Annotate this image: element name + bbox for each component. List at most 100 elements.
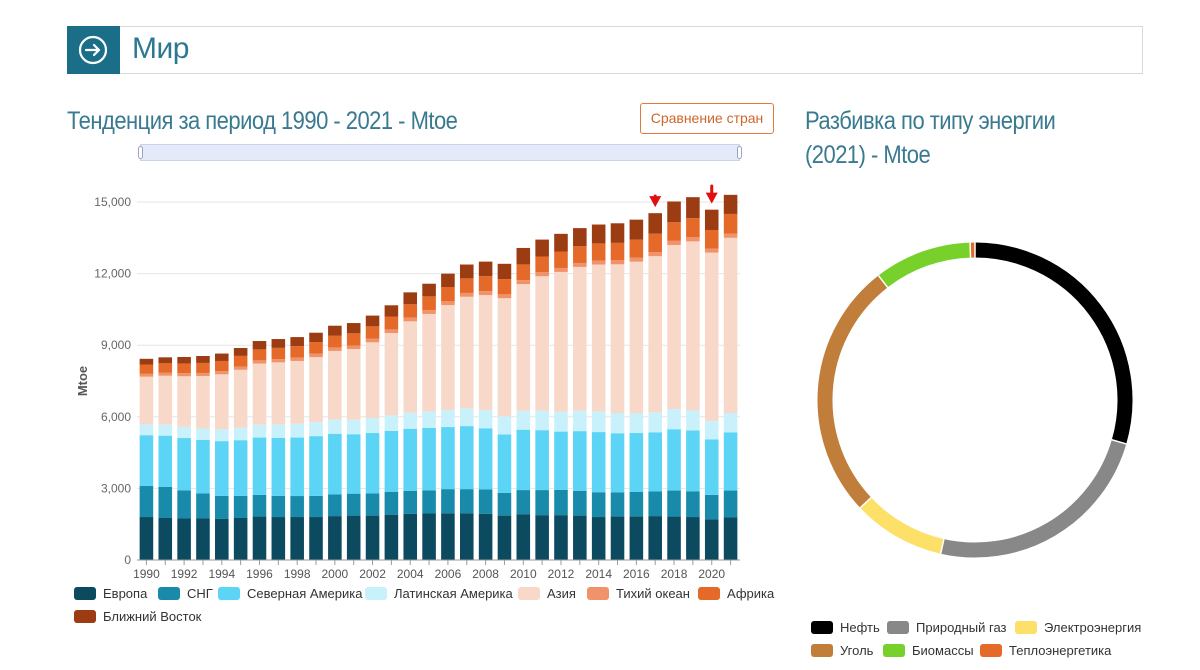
bar-segment — [384, 430, 399, 492]
bar-segment — [328, 494, 342, 517]
bar-segment — [233, 369, 248, 428]
donut-slice — [974, 242, 1133, 444]
legend-item[interactable]: Тихий океан — [587, 586, 690, 601]
navigate-button[interactable] — [67, 26, 120, 74]
legend-swatch — [811, 621, 833, 634]
bar-segment — [196, 518, 210, 560]
bar-segment — [535, 239, 549, 257]
range-slider[interactable] — [138, 144, 742, 161]
legend-label: Европа — [103, 586, 148, 601]
range-slider-start-handle[interactable] — [138, 146, 143, 159]
bar-segment — [233, 517, 248, 560]
bar-segment — [629, 433, 644, 492]
bar-segment — [346, 349, 361, 420]
legend-item[interactable]: Теплоэнергетика — [980, 643, 1111, 658]
bar-segment — [233, 495, 248, 518]
bar-segment — [478, 513, 493, 560]
bar-segment — [346, 345, 361, 350]
bar-segment — [403, 490, 418, 514]
bar-segment — [591, 264, 606, 412]
compare-countries-button[interactable]: Сравнение стран — [640, 103, 774, 134]
range-slider-end-handle[interactable] — [737, 146, 742, 159]
bar-segment — [215, 495, 229, 519]
bar-segment — [629, 412, 644, 434]
bar-segment — [403, 292, 418, 305]
bar-segment — [441, 301, 455, 306]
bar-series-group — [139, 194, 738, 560]
bar-segment — [554, 233, 568, 252]
bar-segment — [384, 305, 399, 317]
bar-segment — [233, 440, 248, 496]
red-arrow-annotation — [649, 194, 662, 208]
bar-segment — [422, 283, 436, 297]
bar-segment — [328, 419, 342, 434]
bar-segment — [516, 429, 531, 491]
legend-item[interactable]: Латинская Америка — [365, 586, 513, 601]
bar-segment — [591, 224, 606, 244]
legend-item[interactable]: Природный газ — [887, 620, 1007, 635]
legend-swatch — [980, 644, 1002, 657]
bar-segment — [328, 347, 342, 351]
bar-segment — [478, 428, 493, 490]
legend-item[interactable]: СНГ — [158, 586, 213, 601]
bar-segment — [554, 251, 568, 268]
bar-segment — [403, 321, 418, 413]
bar-segment — [177, 376, 191, 427]
legend-item[interactable]: Ближний Восток — [74, 609, 201, 624]
bar-segment — [309, 517, 323, 560]
legend-item[interactable]: Электроэнергия — [1015, 620, 1141, 635]
arrow-circle-right-icon — [78, 35, 108, 65]
bar-segment — [177, 518, 191, 560]
y-tick-label: 3,000 — [101, 481, 131, 495]
legend-item[interactable]: Нефть — [811, 620, 880, 635]
bar-segment — [704, 494, 719, 520]
bar-segment — [554, 489, 568, 516]
bar-segment — [215, 429, 229, 442]
legend-item[interactable]: Азия — [518, 586, 576, 601]
bar-segment — [723, 490, 738, 518]
bar-segment — [686, 517, 700, 560]
x-tick-label: 2014 — [585, 567, 612, 581]
bar-segment — [271, 424, 286, 438]
bar-segment — [704, 252, 719, 421]
bar-segment — [723, 237, 738, 413]
bar-segment — [686, 197, 700, 219]
arrow-head — [649, 196, 662, 208]
bar-segment — [196, 356, 210, 363]
legend-item[interactable]: Биомассы — [883, 643, 974, 658]
donut-slice-separator — [939, 538, 945, 554]
bar-segment — [497, 298, 512, 417]
legend-item[interactable]: Северная Америка — [218, 586, 362, 601]
bar-segment — [384, 329, 399, 334]
bar-segment — [441, 305, 455, 411]
bar-segment — [704, 229, 719, 249]
bar-segment — [478, 295, 493, 411]
bar-segment — [573, 515, 587, 560]
bar-segment — [290, 346, 304, 358]
bar-segment — [610, 264, 625, 413]
bar-segment — [554, 411, 568, 432]
x-tick-label: 2016 — [623, 567, 650, 581]
bar-segment — [497, 434, 512, 493]
bar-segment — [459, 426, 474, 490]
y-tick-label: 12,000 — [94, 267, 131, 281]
legend-label: Тихий океан — [616, 586, 690, 601]
bar-segment — [309, 436, 323, 496]
legend-item[interactable]: Европа — [74, 586, 147, 601]
bar-segment — [648, 432, 662, 492]
bar-segment — [704, 519, 719, 560]
bar-segment — [233, 427, 248, 441]
bar-segment — [497, 515, 512, 560]
bar-segment — [215, 353, 229, 361]
bar-segment — [158, 435, 173, 487]
legend-item[interactable]: Уголь — [811, 643, 873, 658]
bar-segment — [346, 333, 361, 346]
legend-item[interactable]: Африка — [698, 586, 774, 601]
y-tick-label: 6,000 — [101, 410, 131, 424]
bar-segment — [648, 252, 662, 257]
bar-segment — [271, 437, 286, 496]
bar-segment — [328, 325, 342, 336]
bar-segment — [478, 261, 493, 277]
bar-segment — [422, 490, 436, 514]
